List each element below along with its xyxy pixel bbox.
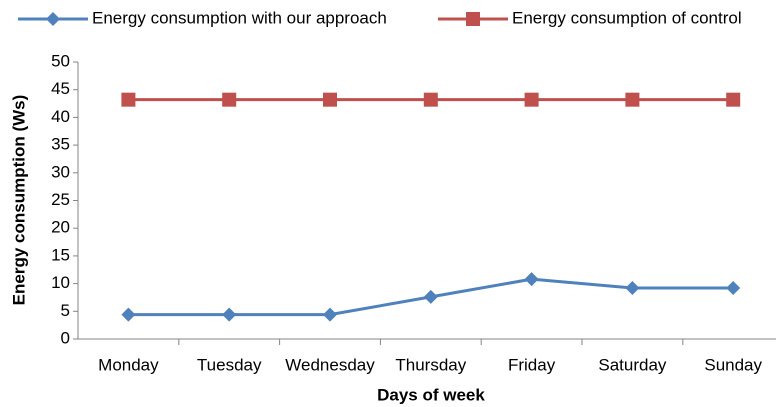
x-tick-label: Sunday bbox=[704, 355, 762, 374]
point bbox=[323, 307, 337, 322]
y-tick-label: 40 bbox=[51, 107, 70, 126]
x-tick-label: Saturday bbox=[598, 355, 667, 374]
y-tick-label: 50 bbox=[51, 51, 70, 70]
x-tick-label: Tuesday bbox=[197, 355, 262, 374]
point bbox=[524, 272, 539, 287]
point bbox=[524, 92, 539, 107]
legend-label: Energy consumption of control bbox=[512, 8, 742, 27]
x-tick-label: Thursday bbox=[395, 355, 466, 374]
point bbox=[625, 92, 640, 107]
legend-marker bbox=[466, 12, 480, 26]
point bbox=[625, 281, 640, 296]
y-tick-label: 10 bbox=[51, 273, 70, 292]
point bbox=[323, 92, 337, 107]
point bbox=[726, 92, 741, 107]
legend-marker bbox=[46, 12, 60, 26]
point bbox=[423, 289, 438, 304]
x-axis-label: Days of week bbox=[377, 385, 485, 404]
point bbox=[121, 307, 136, 322]
y-tick-label: 35 bbox=[51, 135, 70, 154]
legend-label: Energy consumption with our approach bbox=[92, 8, 387, 27]
point bbox=[222, 92, 237, 107]
point bbox=[121, 92, 136, 107]
y-tick-label: 0 bbox=[61, 328, 70, 347]
y-tick-label: 25 bbox=[51, 190, 70, 209]
x-tick-label: Monday bbox=[98, 355, 159, 374]
point bbox=[423, 92, 438, 107]
point bbox=[726, 281, 741, 296]
y-tick-label: 30 bbox=[51, 162, 70, 181]
y-tick-label: 5 bbox=[61, 301, 70, 320]
point bbox=[222, 307, 237, 322]
y-tick-label: 20 bbox=[51, 218, 70, 237]
y-axis-label: Energy consumption (Ws) bbox=[9, 95, 28, 306]
y-tick-label: 45 bbox=[51, 79, 70, 98]
x-tick-label: Wednesday bbox=[285, 355, 375, 374]
y-tick-label: 15 bbox=[51, 245, 70, 264]
x-tick-label: Friday bbox=[508, 355, 556, 374]
